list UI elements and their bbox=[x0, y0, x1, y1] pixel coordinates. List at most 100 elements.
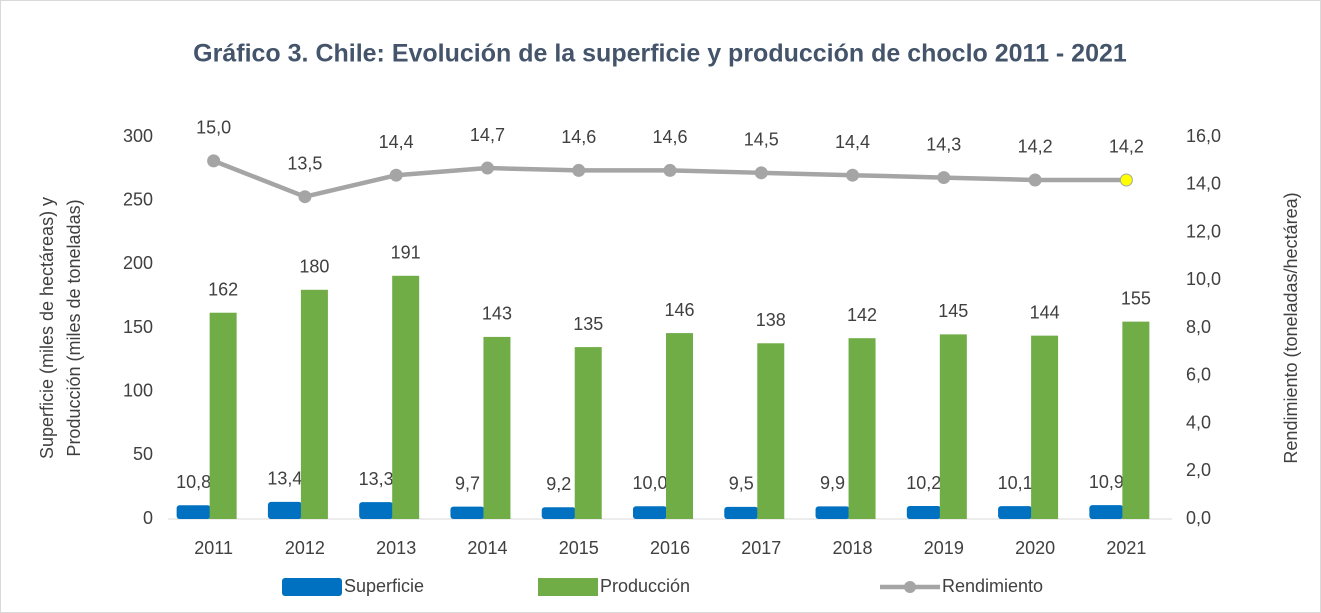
bar bbox=[906, 506, 941, 519]
line-point bbox=[389, 168, 403, 182]
y-tick-label: 100 bbox=[123, 380, 153, 400]
bar bbox=[267, 501, 302, 519]
data-label: 13,3 bbox=[359, 469, 394, 489]
data-label: 135 bbox=[573, 314, 603, 334]
legend-swatch bbox=[904, 581, 916, 593]
y2-tick-label: 8,0 bbox=[1186, 317, 1211, 337]
bar bbox=[633, 506, 667, 519]
data-label: 14,2 bbox=[1109, 137, 1144, 157]
bar bbox=[450, 506, 485, 519]
legend-swatch bbox=[538, 578, 598, 596]
bar bbox=[998, 506, 1033, 519]
bar bbox=[209, 312, 237, 519]
data-label: 191 bbox=[391, 243, 421, 263]
legend-label: Rendimiento bbox=[942, 576, 1043, 596]
y2-axis-title: Rendimiento (toneladas/hectárea) bbox=[1281, 192, 1301, 463]
bar bbox=[176, 505, 211, 519]
data-label: 155 bbox=[1121, 288, 1151, 308]
data-label: 138 bbox=[756, 310, 786, 330]
legend-swatch bbox=[282, 578, 342, 596]
x-tick-label: 2021 bbox=[1106, 538, 1146, 558]
data-label: 14,4 bbox=[835, 132, 870, 152]
data-label: 145 bbox=[938, 301, 968, 321]
data-label: 142 bbox=[847, 305, 877, 325]
bar bbox=[666, 333, 693, 519]
line-point bbox=[846, 168, 860, 182]
line-point bbox=[1028, 173, 1042, 187]
data-label: 146 bbox=[664, 300, 694, 320]
y-axis-title: Producción (miles de toneladas) bbox=[64, 199, 84, 456]
data-label: 14,6 bbox=[561, 127, 596, 147]
line-point bbox=[663, 163, 677, 177]
data-label: 9,9 bbox=[820, 473, 845, 493]
line-point bbox=[754, 166, 768, 180]
bar bbox=[1031, 335, 1059, 519]
line-point bbox=[1119, 173, 1133, 187]
data-label: 10,2 bbox=[906, 473, 941, 493]
x-tick-label: 2017 bbox=[741, 538, 781, 558]
data-label: 14,5 bbox=[744, 130, 779, 150]
bar bbox=[392, 275, 420, 519]
x-tick-label: 2013 bbox=[376, 538, 416, 558]
data-label: 10,8 bbox=[176, 472, 211, 492]
data-label: 143 bbox=[482, 304, 512, 324]
bar bbox=[757, 343, 785, 519]
x-tick-label: 2016 bbox=[650, 538, 690, 558]
y2-tick-label: 16,0 bbox=[1186, 126, 1221, 146]
data-label: 14,6 bbox=[652, 127, 687, 147]
line-point bbox=[572, 163, 586, 177]
bar bbox=[939, 334, 967, 519]
data-label: 180 bbox=[299, 257, 329, 277]
x-tick-label: 2020 bbox=[1015, 538, 1055, 558]
data-label: 10,9 bbox=[1089, 472, 1124, 492]
line-point bbox=[480, 161, 494, 175]
data-label: 14,4 bbox=[379, 132, 414, 152]
y2-tick-label: 14,0 bbox=[1186, 174, 1221, 194]
bar bbox=[848, 338, 876, 519]
data-label: 9,5 bbox=[729, 474, 754, 494]
bar bbox=[300, 289, 328, 519]
data-label: 13,5 bbox=[287, 153, 322, 173]
y-tick-label: 150 bbox=[123, 317, 153, 337]
x-tick-label: 2012 bbox=[285, 538, 325, 558]
x-tick-label: 2011 bbox=[194, 538, 233, 558]
bar bbox=[815, 506, 850, 519]
y2-tick-label: 4,0 bbox=[1186, 412, 1211, 432]
data-label: 162 bbox=[208, 279, 238, 299]
bar bbox=[1122, 321, 1150, 519]
data-label: 15,0 bbox=[196, 118, 231, 138]
x-tick-label: 2019 bbox=[924, 538, 964, 558]
x-tick-label: 2015 bbox=[559, 538, 599, 558]
data-label: 14,2 bbox=[1018, 137, 1053, 157]
y-tick-label: 200 bbox=[123, 253, 153, 273]
bar bbox=[359, 502, 394, 519]
bar bbox=[574, 347, 602, 519]
y-tick-label: 0 bbox=[143, 508, 153, 528]
line-point bbox=[937, 171, 951, 185]
data-label: 14,3 bbox=[926, 134, 961, 154]
bar bbox=[724, 506, 759, 519]
y-tick-label: 300 bbox=[123, 126, 153, 146]
y-tick-label: 50 bbox=[133, 444, 153, 464]
data-label: 10,1 bbox=[998, 473, 1033, 493]
y-tick-label: 250 bbox=[123, 189, 153, 209]
legend-label: Superficie bbox=[344, 576, 424, 596]
bar bbox=[483, 336, 511, 519]
bar bbox=[1089, 505, 1124, 519]
data-label: 14,7 bbox=[470, 125, 505, 145]
data-label: 9,7 bbox=[455, 473, 480, 493]
data-label: 10,0 bbox=[632, 473, 667, 493]
y2-tick-label: 10,0 bbox=[1186, 269, 1221, 289]
y2-tick-label: 0,0 bbox=[1186, 508, 1211, 528]
data-label: 144 bbox=[1030, 302, 1060, 322]
bar bbox=[541, 507, 576, 519]
line-point bbox=[207, 154, 221, 168]
data-label: 13,4 bbox=[267, 469, 302, 489]
y-axis-title: Superficie (miles de hectáreas) y bbox=[37, 197, 57, 459]
legend-label: Producción bbox=[600, 576, 690, 596]
y2-tick-label: 12,0 bbox=[1186, 221, 1221, 241]
line-point bbox=[298, 190, 312, 204]
x-tick-label: 2018 bbox=[833, 538, 873, 558]
y2-tick-label: 6,0 bbox=[1186, 365, 1211, 385]
